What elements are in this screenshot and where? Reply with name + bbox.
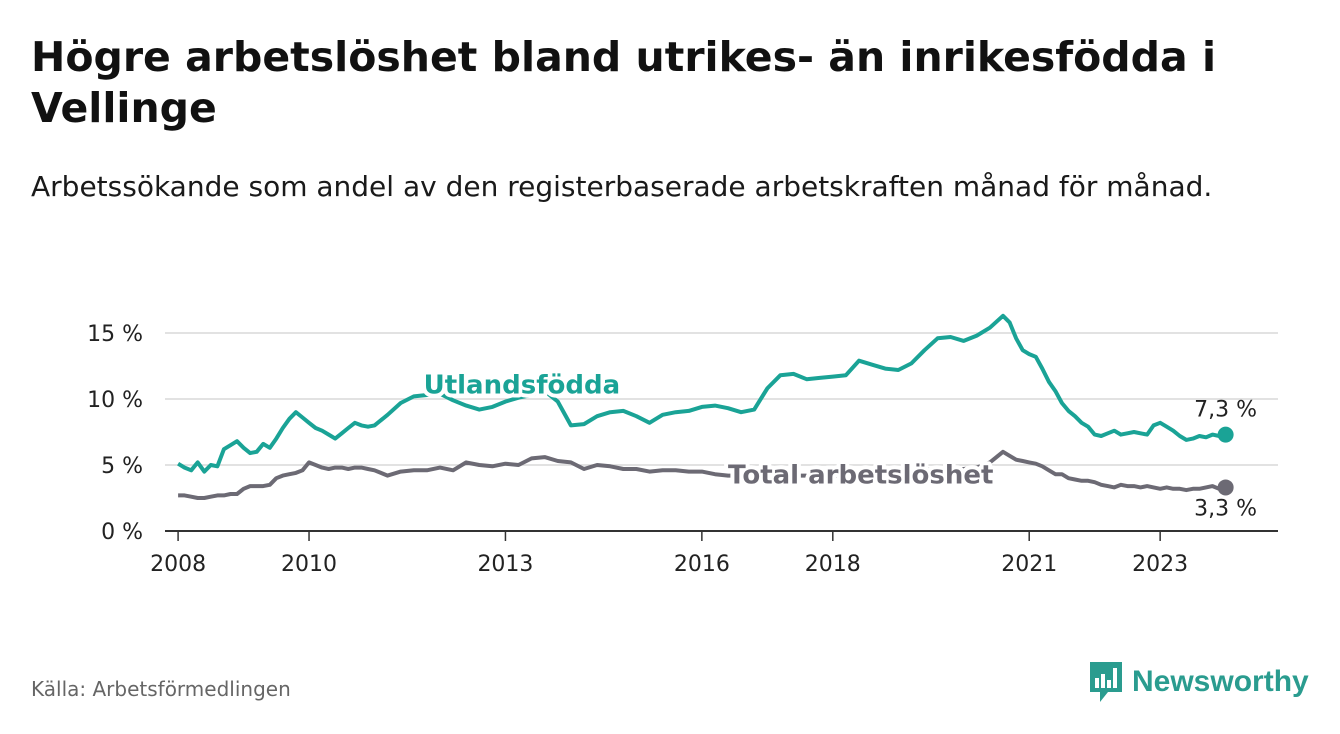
series-line-foreign (177, 313, 1227, 474)
y-tick-label: 15 % (87, 322, 143, 347)
series-labels: 7,3 % Utlandsfödda 3,3 % Total arbetslöshet (420, 367, 1257, 522)
y-tick-label: 10 % (87, 388, 143, 413)
x-axis: 2008 2010 2013 2016 2018 2021 2023 (150, 530, 1278, 577)
end-point-foreign (1217, 426, 1234, 443)
gridlines (165, 332, 1278, 466)
newsworthy-logo-icon (1090, 662, 1122, 702)
y-tick-label: 0 % (101, 520, 143, 545)
source-note: Källa: Arbetsförmedlingen (31, 677, 291, 701)
y-axis-labels: 0 % 5 % 10 % 15 % (87, 322, 143, 545)
chart-subtitle: Arbetssökande som andel av den registerb… (31, 170, 1213, 203)
x-tick-label: 2018 (805, 552, 861, 577)
x-tick-label: 2016 (674, 552, 730, 577)
line-chart: 0 %5 %10 %15 % 2008 2010 2013 2016 2018 2021 2… (87, 313, 1278, 577)
x-tick-label: 2023 (1132, 552, 1188, 577)
x-tick-label: 2021 (1001, 552, 1057, 577)
series-label-total: Total arbetslöshet (728, 460, 993, 490)
series-label-foreign: Utlandsfödda (424, 371, 621, 401)
end-label-foreign: 7,3 % (1194, 398, 1257, 423)
series-lines (177, 313, 1234, 500)
brand-logo: Newsworthy (1088, 660, 1309, 704)
y-tick-label: 5 % (101, 454, 143, 479)
brand-name: Newsworthy (1132, 665, 1309, 698)
x-tick-label: 2008 (150, 552, 206, 577)
series-line-total (178, 449, 1227, 500)
x-tick-label: 2010 (281, 552, 337, 577)
chart-title: Högre arbetslöshet bland utrikes- än inr… (31, 33, 1216, 132)
end-point-total (1217, 479, 1234, 496)
x-tick-label: 2013 (477, 552, 533, 577)
end-label-total: 3,3 % (1194, 496, 1257, 521)
